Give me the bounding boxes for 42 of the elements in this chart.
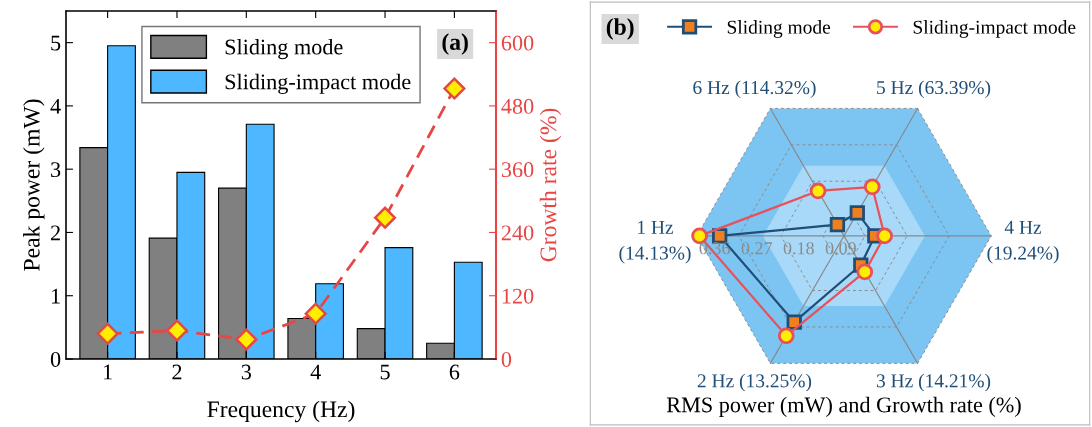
y2-tick-label: 480 xyxy=(501,98,534,114)
x-tick-label: 5 xyxy=(380,364,390,380)
spoke-label: 5 Hz (63.39%) xyxy=(877,80,991,99)
annotation: (a) xyxy=(442,33,468,55)
spoke-label: 3 Hz (14.21%) xyxy=(876,373,991,392)
spoke-label: 4 Hz (19.24%) xyxy=(987,220,1059,264)
spoke-label: 2 Hz (13.25%) xyxy=(697,373,812,392)
y2-tick-label: 600 xyxy=(501,35,534,51)
y-tick-label: 1 xyxy=(51,288,60,304)
spoke-label: 6 Hz (114.32%) xyxy=(693,80,816,99)
legend-label: Sliding mode xyxy=(225,38,343,60)
x-tick-label: 3 xyxy=(241,364,252,380)
y-tick-label: 0 xyxy=(50,351,61,367)
y-tick-label: 4 xyxy=(50,98,61,114)
y-tick-label: 3 xyxy=(51,162,61,178)
point xyxy=(373,206,397,229)
y2-axis-title: Growth rate (%) xyxy=(539,108,562,262)
y-tick-label: 0.27 xyxy=(741,242,773,255)
x-tick-label: 1 xyxy=(104,364,112,380)
y2-tick-label: 0 xyxy=(501,351,512,367)
spoke-label: 1 Hz (14.13%) xyxy=(619,220,691,264)
legend-label: Sliding mode xyxy=(727,20,831,38)
y2-tick-label: 360 xyxy=(501,162,534,178)
x-tick-label: 6 xyxy=(449,364,460,380)
x-axis-title: Frequency (Hz) xyxy=(207,400,355,423)
legend-label: Sliding-impact mode xyxy=(225,73,411,94)
point xyxy=(165,319,189,342)
text: RMS power (mW) and Growth rate (%) xyxy=(666,396,1021,417)
point xyxy=(443,77,466,100)
point xyxy=(96,322,119,345)
point xyxy=(235,328,258,351)
x-tick-label: 4 xyxy=(310,364,321,380)
x-tick-label: 2 xyxy=(172,364,182,380)
y-axis-title: Peak power (mW) xyxy=(23,99,45,271)
y-tick-label: 0.18 xyxy=(783,242,814,255)
y2-tick-label: 120 xyxy=(502,288,534,304)
y-tick-label: 2 xyxy=(51,225,60,241)
text: (b) xyxy=(606,18,634,40)
legend-label: Sliding-impact mode xyxy=(913,20,1076,38)
y-tick-label: 5 xyxy=(51,35,61,51)
y2-tick-label: 240 xyxy=(501,225,534,241)
point xyxy=(304,302,327,325)
